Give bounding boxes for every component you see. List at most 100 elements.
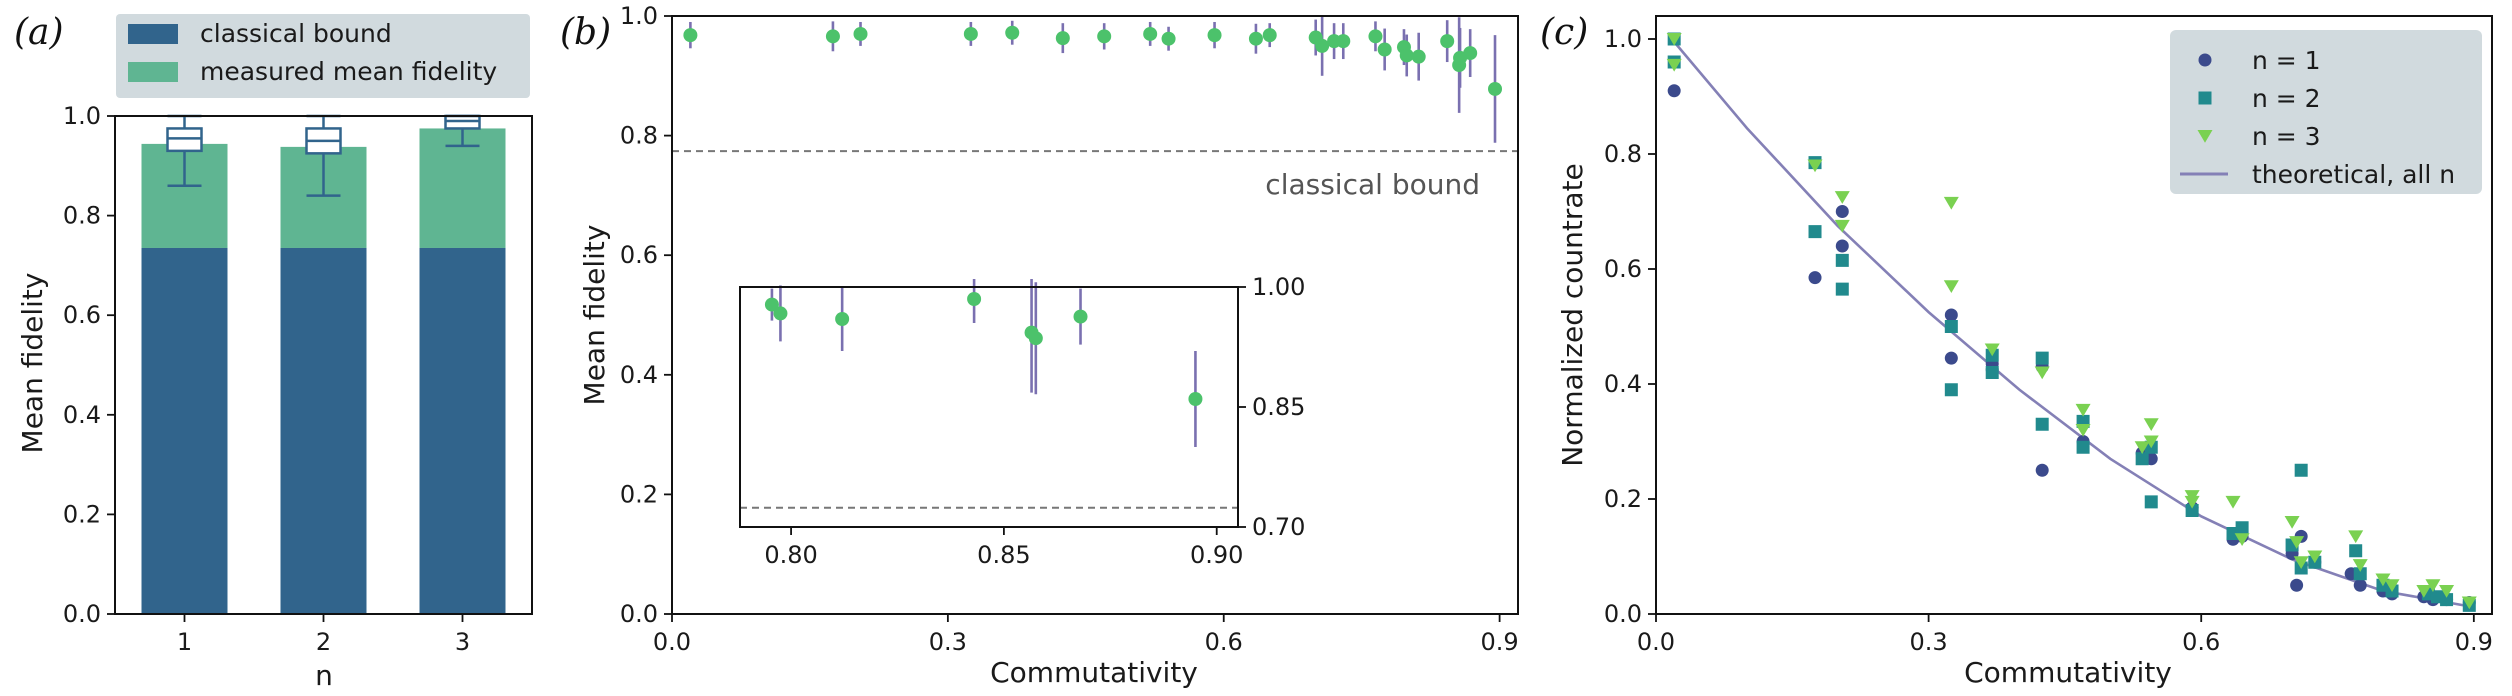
data-point-square bbox=[2185, 504, 2199, 517]
data-point-square bbox=[1944, 383, 1958, 397]
data-point-circle bbox=[1944, 308, 1958, 322]
data-point bbox=[963, 26, 978, 41]
inset-data-point bbox=[764, 297, 779, 312]
data-point bbox=[1097, 29, 1112, 44]
data-point-circle bbox=[1835, 239, 1849, 253]
data-point bbox=[1440, 34, 1455, 49]
legend-swatch bbox=[128, 24, 178, 44]
data-point-triangle-down bbox=[2034, 366, 2050, 380]
inset-x-tick-label: 0.80 bbox=[764, 541, 817, 569]
data-point-square bbox=[1944, 320, 1958, 333]
legend-label: measured mean fidelity bbox=[200, 57, 497, 86]
bar-classical-bound bbox=[141, 247, 228, 614]
panel-c-label: (c) bbox=[1540, 12, 1588, 53]
y-tick-label: 0.4 bbox=[620, 361, 658, 389]
data-point-triangle-down bbox=[1834, 219, 1850, 233]
data-point bbox=[1336, 34, 1351, 49]
data-point-triangle-down bbox=[2439, 585, 2455, 598]
data-point-triangle-down bbox=[2184, 495, 2200, 509]
data-point-square bbox=[2440, 593, 2454, 607]
panel-a-xlabel: n bbox=[315, 659, 333, 692]
data-point-triangle-down bbox=[1943, 280, 1959, 293]
data-point-triangle-down bbox=[2293, 556, 2309, 569]
data-point-triangle-down bbox=[1984, 343, 2000, 357]
bar-measured-mean-fidelity bbox=[419, 128, 506, 248]
inset-x-tick-label: 0.85 bbox=[977, 541, 1030, 569]
data-point-triangle-down bbox=[2075, 403, 2091, 417]
inset-y-tick-label: 1.00 bbox=[1252, 273, 1305, 301]
data-point-triangle-down bbox=[2234, 533, 2250, 546]
inset-y-tick-label: 0.70 bbox=[1252, 513, 1305, 541]
data-point-triangle-down bbox=[2143, 435, 2159, 449]
bar-classical-bound bbox=[419, 247, 506, 614]
theoretical-curve bbox=[1673, 41, 2475, 609]
panel-c-plot: 0.0 0.3 0.6 0.9 0.0 0.2 0.4 0.6 0.8 1.0 bbox=[1604, 15, 2493, 656]
data-point-triangle-down bbox=[2348, 530, 2364, 544]
data-point-triangle-down bbox=[2384, 579, 2400, 592]
legend-swatch bbox=[128, 62, 178, 82]
panel-a-legend: classical bound measured mean fidelity bbox=[116, 14, 530, 98]
data-point bbox=[1488, 81, 1503, 96]
data-point-triangle-down bbox=[2416, 585, 2432, 598]
panel-b-inset: 0.80 0.85 0.90 0.70 0.85 1.00 bbox=[739, 273, 1305, 569]
data-point-triangle-down bbox=[1834, 191, 1850, 204]
data-point bbox=[1463, 46, 1478, 61]
legend-label: classical bound bbox=[200, 19, 392, 48]
y-tick-label: 0.6 bbox=[63, 301, 101, 329]
plot-frame bbox=[671, 15, 1519, 615]
inset-data-point bbox=[1028, 331, 1043, 346]
data-point-triangle-down bbox=[1943, 196, 1959, 210]
data-point-square bbox=[1835, 282, 1849, 296]
panel-c-ylabel: Normalized countrate bbox=[1556, 163, 1589, 467]
data-point-triangle-down bbox=[2225, 495, 2241, 509]
data-point-square bbox=[2349, 544, 2363, 558]
data-point-square bbox=[2235, 521, 2249, 535]
data-point-square bbox=[1808, 225, 1822, 239]
data-point bbox=[1055, 31, 1070, 46]
data-point-triangle-down bbox=[2075, 424, 2091, 437]
legend-label: n = 3 bbox=[2252, 122, 2321, 151]
inset-data-point bbox=[1188, 392, 1203, 406]
data-point bbox=[1368, 29, 1383, 44]
plot-frame bbox=[114, 115, 533, 615]
data-point bbox=[1262, 28, 1277, 43]
data-point bbox=[1411, 49, 1426, 64]
x-tick-label: 2 bbox=[316, 628, 331, 656]
data-point bbox=[1143, 26, 1158, 41]
data-point-circle bbox=[1944, 351, 1958, 365]
data-point-square bbox=[2076, 440, 2090, 454]
x-tick-label: 0.6 bbox=[1205, 628, 1243, 656]
panel-a: (a) classical bound measured mean fidelit… bbox=[14, 12, 533, 692]
x-tick-label: 0.6 bbox=[2182, 628, 2220, 656]
panel-c: (c) 0.0 0.3 0.6 0.9 0.0 0.2 0.4 0.6 0.8 1.0 n = 1… bbox=[1540, 12, 2493, 689]
classical-bound-annotation: classical bound bbox=[1265, 168, 1480, 201]
inset-frame bbox=[739, 286, 1239, 528]
legend-marker bbox=[2197, 130, 2213, 143]
data-point-triangle-down bbox=[2352, 559, 2368, 572]
data-point-square bbox=[2135, 452, 2149, 466]
legend-marker bbox=[2198, 53, 2212, 67]
panel-b-label: (b) bbox=[560, 12, 611, 53]
y-tick-label: 0.0 bbox=[63, 600, 101, 628]
data-point-square bbox=[1985, 366, 1999, 379]
data-point-circle bbox=[1808, 271, 1822, 285]
data-point-square bbox=[2144, 495, 2158, 509]
inset-data-point bbox=[967, 292, 982, 306]
x-tick-label: 0.9 bbox=[2455, 628, 2493, 656]
x-tick-label: 0.3 bbox=[929, 628, 967, 656]
inset-data-point bbox=[835, 312, 850, 326]
data-point-square bbox=[2353, 567, 2367, 581]
y-tick-label: 0.4 bbox=[1604, 370, 1642, 398]
legend-label: theoretical, all n bbox=[2252, 160, 2455, 189]
data-point-circle bbox=[1835, 205, 1849, 218]
bar-classical-bound bbox=[280, 247, 367, 614]
x-tick-label: 0.3 bbox=[1910, 628, 1948, 656]
legend-label: n = 1 bbox=[2252, 46, 2321, 75]
data-point-triangle-down bbox=[2284, 516, 2300, 529]
x-tick-label: 1 bbox=[177, 628, 192, 656]
data-point bbox=[1161, 31, 1176, 46]
inset-background bbox=[740, 287, 1238, 527]
data-point-triangle-down bbox=[2425, 579, 2441, 592]
data-point-square bbox=[2035, 417, 2049, 431]
x-tick-label: 0.0 bbox=[653, 628, 691, 656]
